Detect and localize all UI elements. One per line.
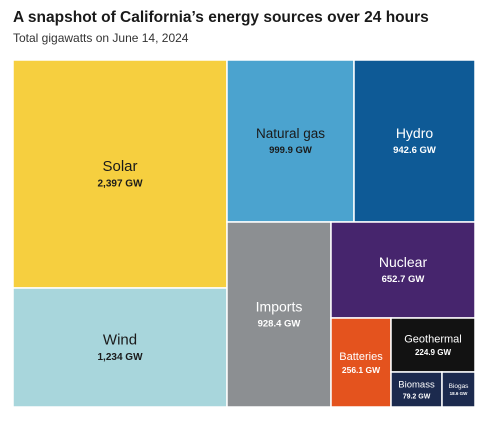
tile-label-natural-gas: Natural gas: [256, 126, 325, 141]
tile-value-batteries: 256.1 GW: [342, 365, 381, 375]
treemap-tile-batteries: [330, 317, 392, 408]
chart-subtitle: Total gigawatts on June 14, 2024: [13, 31, 189, 45]
treemap-tile-nuclear: [330, 221, 476, 319]
tile-label-geothermal: Geothermal: [404, 334, 461, 346]
tile-value-imports: 928.4 GW: [258, 318, 301, 329]
tile-value-biogas: 18.6 GW: [450, 391, 469, 396]
tile-label-biomass: Biomass: [398, 379, 435, 390]
tile-label-nuclear: Nuclear: [379, 254, 428, 270]
tile-label-wind: Wind: [103, 332, 137, 349]
tile-value-wind: 1,234 GW: [97, 352, 143, 363]
tile-value-solar: 2,397 GW: [97, 179, 143, 190]
tile-label-batteries: Batteries: [339, 351, 383, 363]
tile-value-natural-gas: 999.9 GW: [269, 145, 312, 156]
treemap-tile-imports: [226, 221, 332, 408]
treemap-tile-natural-gas: [226, 59, 355, 223]
chart-title: A snapshot of California’s energy source…: [13, 9, 429, 26]
treemap-tile-biomass: [390, 371, 443, 408]
tile-value-hydro: 942.6 GW: [393, 145, 436, 156]
tile-label-biogas: Biogas: [449, 383, 470, 390]
tile-label-solar: Solar: [102, 158, 137, 175]
tile-value-biomass: 79.2 GW: [403, 393, 431, 400]
tile-label-imports: Imports: [256, 299, 303, 315]
treemap-tile-hydro: [353, 59, 476, 223]
tile-value-geothermal: 224.9 GW: [415, 348, 451, 357]
treemap-tile-solar: [12, 59, 228, 289]
tile-label-hydro: Hydro: [396, 125, 434, 141]
tile-value-nuclear: 652.7 GW: [382, 274, 425, 285]
treemap-tile-biogas: [441, 371, 476, 408]
